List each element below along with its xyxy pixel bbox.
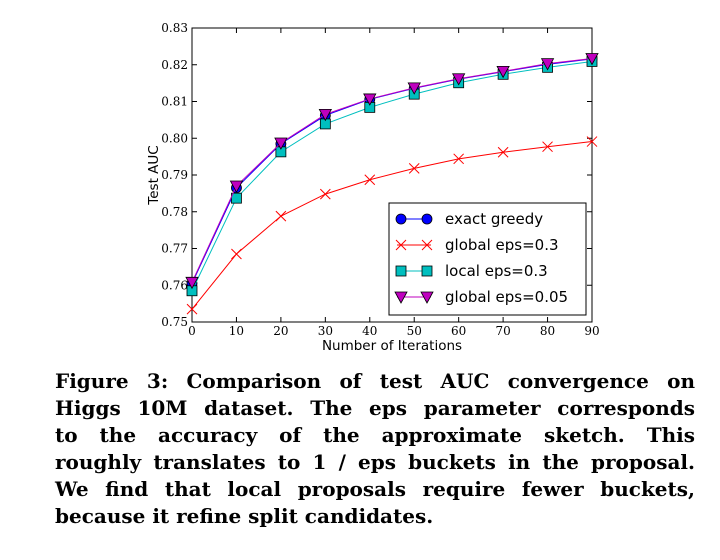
legend-marker [394,291,408,304]
legend-marker [395,265,407,277]
x-axis-label: Number of Iterations [322,338,462,354]
figure-caption: Figure 3: Comparison of test AUC converg… [55,368,695,530]
y-tick-label: 0.76 [161,278,188,292]
y-tick-label: 0.82 [161,58,188,72]
data-point [231,192,242,204]
series-line [191,141,593,310]
data-point [542,141,553,153]
data-point [363,93,377,106]
x-tick-label: 30 [318,324,333,338]
x-marker-stroke [542,141,553,153]
data-point [451,73,466,86]
legend-marker [421,213,433,225]
figure: 0 10 20 30 40 50 60 70 80 90 0.75 0.76 0.77 0.78 0.79 0… [146,21,600,354]
x-tick-label: 60 [451,324,466,338]
data-point [585,53,599,66]
caption-line: Higgs 10M dataset. The eps parameter cor… [55,396,695,420]
x-tick-label: 90 [584,324,599,338]
x-marker-stroke [395,239,407,251]
triangle-marker [363,93,377,106]
x-marker-stroke [319,188,331,200]
legend-marker [395,213,407,225]
data-point [364,174,376,186]
triangle-marker [585,53,599,66]
data-point [497,146,509,158]
x-marker-stroke [453,153,465,165]
data-point [408,163,420,174]
data-point [319,188,331,200]
data-point [453,153,465,165]
data-point [229,180,244,193]
legend-label: exact greedy [445,210,543,228]
x-marker-stroke [275,210,287,222]
triangle-marker [496,65,510,79]
x-marker-stroke [186,303,198,315]
triangle-marker [229,180,244,193]
legend-marker [420,291,434,304]
square-marker [395,265,407,277]
x-tick-label: 20 [273,324,288,338]
legend-label: global eps=0.05 [445,288,568,306]
y-tick-label: 0.77 [161,242,188,256]
y-axis-label: Test AUC [146,145,162,205]
x-tick-label: 50 [407,324,422,338]
caption-line: Figure 3: Comparison of test AUC converg… [55,369,695,393]
x-marker-stroke [586,136,598,147]
square-marker [231,192,242,204]
caption-line: We find that local proposals require few… [55,477,695,501]
x-tick-label: 80 [540,324,555,338]
x-marker-stroke [497,146,509,158]
caption-line: to the accuracy of the approximate sketc… [55,423,695,447]
auc-line-chart: 0 10 20 30 40 50 60 70 80 90 0.75 0.76 0.77 0.78 0.79 0… [146,21,600,354]
y-tick-label: 0.79 [161,168,188,182]
circle-marker [395,213,407,225]
y-tick-label: 0.78 [161,205,188,219]
caption-line: roughly translates to 1 / eps buckets in… [55,450,695,474]
legend-marker [421,239,433,251]
x-marker-stroke [231,248,242,260]
data-point [186,303,198,315]
x-tick-label: 70 [495,324,510,338]
triangle-marker [394,291,408,304]
caption-line: because it refine split candidates. [55,504,434,528]
data-point [275,210,287,222]
data-point [407,82,421,95]
legend-label: global eps=0.3 [445,236,559,254]
x-tick-label: 0 [188,324,196,338]
legend-label: local eps=0.3 [445,262,548,280]
data-point [318,108,333,122]
x-marker-stroke [364,174,376,186]
x-marker-stroke [408,163,420,174]
y-tick-label: 0.81 [161,95,188,109]
series-line [191,58,593,283]
series-line [191,60,593,291]
y-tick-label: 0.80 [161,131,188,145]
legend-marker [421,265,433,277]
x-tick-label: 10 [229,324,244,338]
square-marker [421,265,433,277]
triangle-marker [407,82,421,95]
triangle-marker [185,276,199,290]
y-tick-label: 0.75 [161,315,188,329]
triangle-marker [274,137,288,150]
data-point [496,65,510,79]
data-point [540,58,555,71]
triangle-marker [318,108,333,122]
data-point [231,248,242,260]
data-point [586,136,598,147]
x-tick-label: 40 [362,324,377,338]
data-point [274,137,288,150]
triangle-marker [451,73,466,86]
data-point [185,276,199,290]
y-tick-label: 0.83 [161,21,188,35]
legend-marker [395,239,407,251]
legend-box [388,202,587,316]
circle-marker [421,213,433,225]
triangle-marker [420,291,434,304]
triangle-marker [540,58,555,71]
x-marker-stroke [421,239,433,251]
